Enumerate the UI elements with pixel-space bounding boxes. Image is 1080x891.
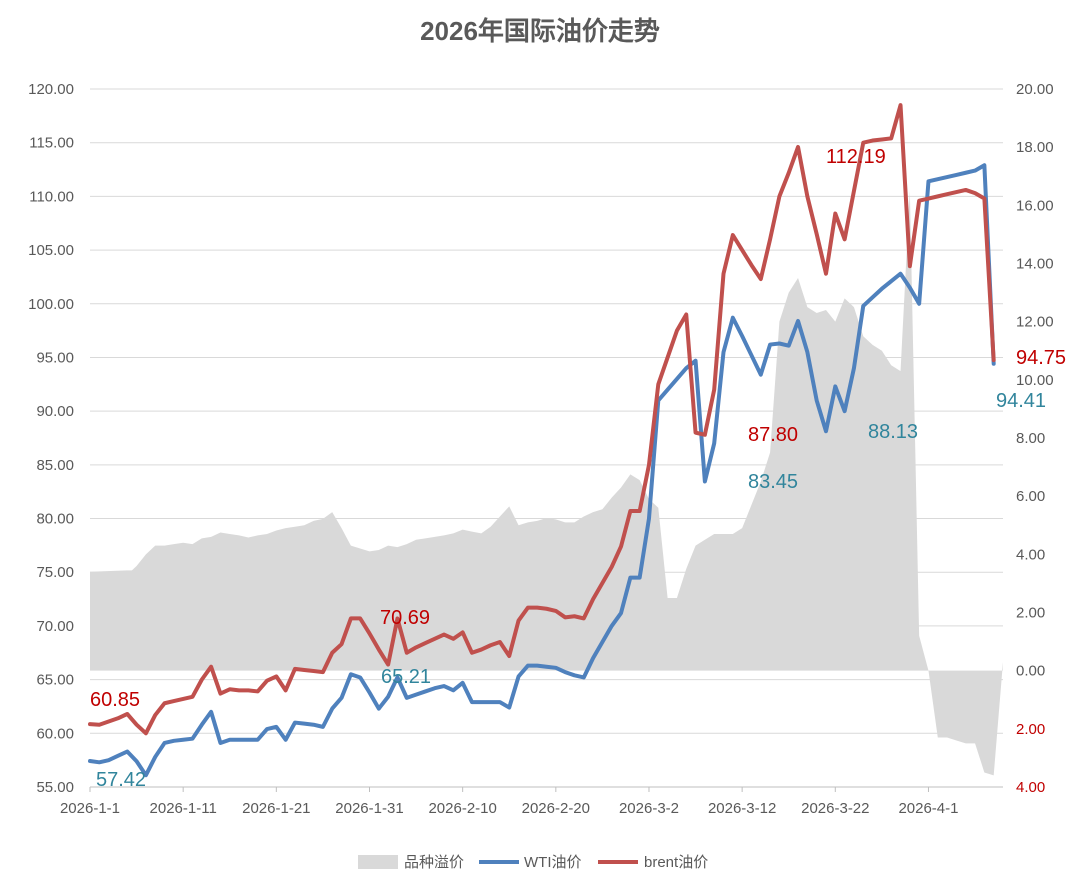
legend-label: brent油价	[644, 854, 708, 871]
price-lines-layer	[88, 103, 996, 778]
x-tick-label: 2026-2-20	[522, 800, 590, 817]
legend-label: WTI油价	[524, 854, 582, 871]
data-label: 94.75	[1016, 347, 1066, 369]
left-tick-label: 115.00	[29, 135, 74, 152]
data-label: 57.42	[96, 769, 146, 791]
legend-swatch-area	[358, 855, 398, 869]
right-tick-label: 16.00	[1016, 197, 1054, 214]
right-tick-label: 14.00	[1016, 256, 1054, 273]
right-tick-label: 6.00	[1016, 488, 1045, 505]
right-tick-label: 12.00	[1016, 314, 1054, 331]
right-tick-label: 20.00	[1016, 81, 1054, 98]
premium-area	[90, 190, 1003, 776]
x-tick-label: 2026-1-21	[242, 800, 310, 817]
left-tick-label: 75.00	[36, 564, 74, 581]
left-tick-label: 85.00	[36, 457, 74, 474]
chart-title: 2026年国际油价走势	[420, 16, 660, 46]
right-tick-label: 18.00	[1016, 139, 1054, 156]
right-tick-label: 8.00	[1016, 430, 1045, 447]
left-tick-label: 120.00	[28, 81, 74, 98]
left-tick-label: 60.00	[36, 725, 74, 742]
data-label: 88.13	[868, 421, 918, 443]
left-tick-label: 70.00	[36, 618, 74, 635]
x-tick-label: 2026-2-10	[428, 800, 496, 817]
legend: 品种溢价 WTI油价 brent油价	[358, 854, 708, 871]
right-tick-label: 10.00	[1016, 372, 1054, 389]
left-tick-label: 100.00	[28, 296, 74, 313]
right-tick-label: 0.00	[1016, 663, 1045, 680]
right-tick-label: 4.00	[1016, 546, 1045, 563]
right-axis-ticks: 4.00 2.00 0.00 2.00 4.00 6.00 8.00 10.00 12.00 14…	[1016, 81, 1054, 796]
left-tick-label: 65.00	[36, 672, 74, 689]
right-tick-label: 2.00	[1016, 605, 1045, 622]
left-tick-label: 105.00	[28, 242, 74, 259]
x-tick-label: 2026-1-1	[60, 800, 120, 817]
right-tick-label: 2.00	[1016, 721, 1045, 738]
x-tick-label: 2026-3-12	[708, 800, 776, 817]
data-labels: 60.85 57.42 70.69 65.21 87.80 83.45 112.19 88.1…	[90, 146, 1066, 791]
x-tick-label: 2026-3-22	[801, 800, 869, 817]
data-label: 83.45	[748, 471, 798, 493]
legend-label: 品种溢价	[404, 854, 464, 871]
data-label: 112.19	[826, 146, 886, 168]
left-tick-label: 95.00	[36, 349, 74, 366]
left-axis-ticks: 55.00 60.00 65.00 70.00 75.00 80.00 85.00 90.00…	[28, 81, 74, 796]
data-label: 70.69	[380, 607, 430, 629]
x-tick-label: 2026-1-31	[335, 800, 403, 817]
brent-line	[88, 103, 996, 736]
x-tick-label: 2026-1-11	[150, 800, 217, 817]
x-axis-ticks: 2026-1-1 2026-1-11 2026-1-21 2026-1-31 2026-…	[60, 786, 1003, 817]
data-label: 60.85	[90, 689, 140, 711]
right-tick-label: 4.00	[1016, 779, 1045, 796]
x-tick-label: 2026-3-2	[619, 800, 679, 817]
left-tick-label: 90.00	[36, 403, 74, 420]
left-tick-label: 80.00	[36, 511, 74, 528]
premium-area-layer	[90, 190, 1003, 776]
x-tick-label: 2026-4-1	[898, 800, 958, 817]
data-label: 94.41	[996, 390, 1046, 412]
data-label: 65.21	[381, 666, 431, 688]
left-tick-label: 55.00	[36, 779, 74, 796]
wti-line	[88, 163, 996, 778]
data-label: 87.80	[748, 424, 798, 446]
left-tick-label: 110.00	[29, 188, 74, 205]
